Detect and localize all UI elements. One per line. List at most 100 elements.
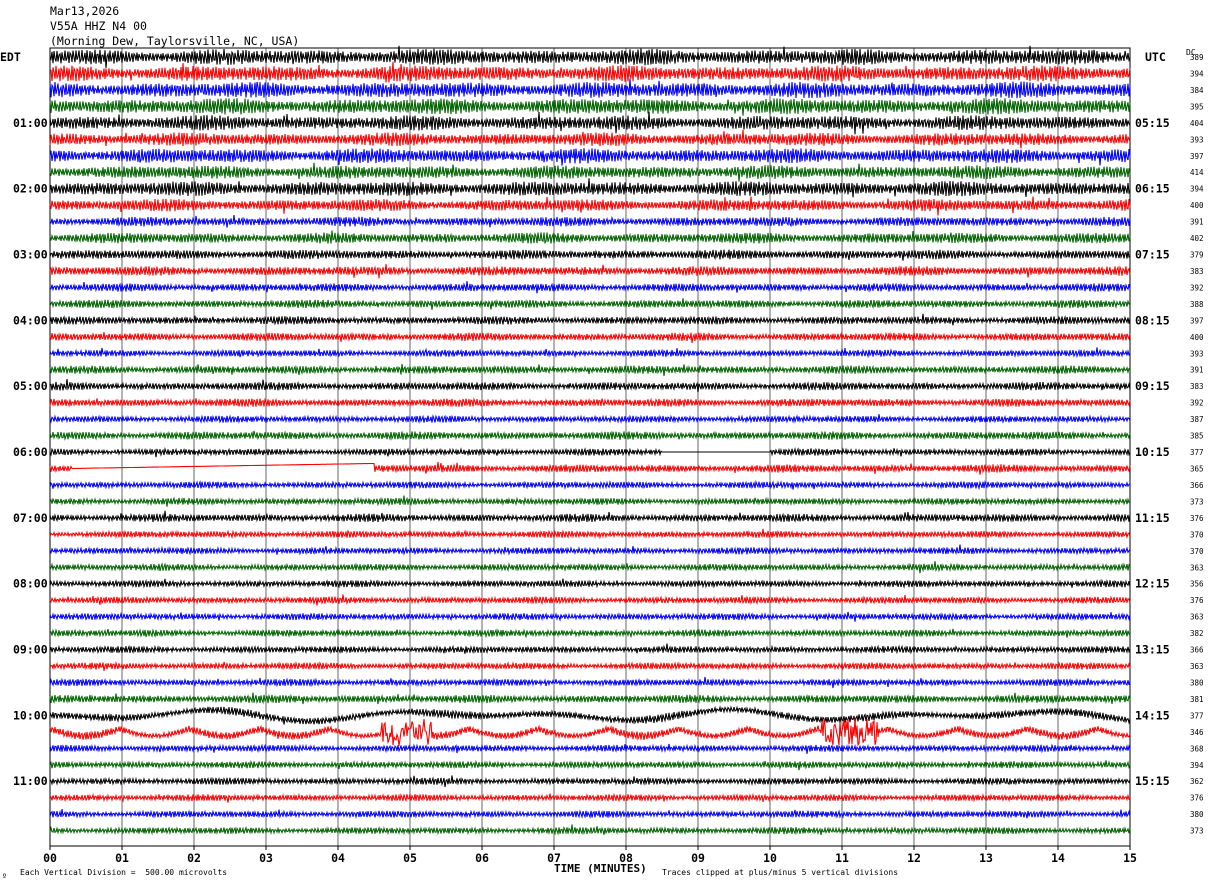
- right-time-label: 11:15: [1135, 511, 1170, 525]
- footer-clip-note: Traces clipped at plus/minus 5 vertical …: [662, 868, 899, 877]
- x-tick-label: 13: [979, 851, 993, 865]
- seismic-trace: [49, 331, 1131, 343]
- seismic-trace: [49, 178, 1131, 198]
- x-tick-label: 06: [475, 851, 489, 865]
- right-time-label: 09:15: [1135, 379, 1170, 393]
- x-tick-label: 12: [907, 851, 921, 865]
- seismic-trace: [49, 148, 1131, 166]
- seismic-trace: [49, 528, 1131, 540]
- dc-offset-label: 392: [1190, 283, 1204, 292]
- left-time-label: 11:00: [13, 774, 48, 788]
- dc-offset-label: 370: [1190, 530, 1204, 539]
- dc-offset-label: 373: [1190, 497, 1204, 506]
- dc-offset-label: 394: [1190, 761, 1204, 770]
- dc-offset-label: 381: [1190, 695, 1204, 704]
- plot-frame: [49, 47, 1131, 847]
- seismic-trace: [49, 692, 1131, 705]
- seismic-trace: [49, 363, 1131, 376]
- seismic-trace: [49, 510, 1131, 523]
- seismic-trace: [49, 45, 1131, 69]
- dc-offset-label: 384: [1190, 86, 1204, 95]
- dc-offset-label: 391: [1190, 218, 1204, 227]
- right-timezone-label: UTC: [1145, 50, 1166, 64]
- dc-offset-label: 363: [1190, 613, 1204, 622]
- station-channel: V55A HHZ N4 00: [50, 19, 147, 33]
- dc-offset-label: 385: [1190, 432, 1204, 441]
- seismic-trace: [49, 759, 1131, 771]
- left-time-label: 01:00: [13, 116, 48, 130]
- dc-offset-label: 380: [1190, 679, 1204, 688]
- left-time-label: 03:00: [13, 248, 48, 262]
- seismic-trace: [49, 611, 1131, 622]
- left-time-label: 02:00: [13, 182, 48, 196]
- left-time-label: 09:00: [13, 643, 48, 657]
- x-tick-label: 07: [547, 851, 561, 865]
- dc-offset-label: 394: [1190, 185, 1204, 194]
- seismic-trace: [49, 717, 1131, 747]
- seismic-trace: [49, 809, 1131, 820]
- dc-offset-label: 366: [1190, 481, 1204, 490]
- dc-offset-label: 414: [1190, 168, 1204, 177]
- dc-offset-label: 379: [1190, 251, 1204, 260]
- dc-offset-label: 376: [1190, 514, 1204, 523]
- seismic-trace: [49, 824, 1131, 836]
- dc-offset-label: 397: [1190, 152, 1204, 161]
- seismic-trace: [49, 397, 1131, 408]
- left-time-label: 06:00: [13, 445, 48, 459]
- x-tick-label: 15: [1123, 851, 1137, 865]
- right-time-label: 12:15: [1135, 577, 1170, 591]
- dc-offset-label: 363: [1190, 662, 1204, 671]
- dc-offset-label: 397: [1190, 316, 1204, 325]
- dc-offset-label: 373: [1190, 827, 1204, 836]
- dc-offset-label: 362: [1190, 777, 1204, 786]
- x-tick-label: 00: [43, 851, 57, 865]
- left-time-label: 07:00: [13, 511, 48, 525]
- dc-offset-label: 376: [1190, 596, 1204, 605]
- seismic-trace: [49, 705, 1131, 725]
- seismic-trace: [49, 643, 1131, 655]
- seismic-trace: [49, 347, 1131, 359]
- right-time-label: 15:15: [1135, 774, 1170, 788]
- seismic-trace: [49, 264, 1131, 279]
- x-tick-label: 11: [835, 851, 849, 865]
- dc-offset-label: 395: [1190, 102, 1204, 111]
- seismic-trace: [49, 162, 1131, 182]
- seismic-trace: [49, 430, 1131, 442]
- seismic-trace: [49, 230, 1131, 245]
- right-time-label: 14:15: [1135, 708, 1170, 722]
- seismic-trace: [49, 775, 1131, 788]
- dc-offset-label: 393: [1190, 349, 1204, 358]
- seismic-trace: [49, 743, 1131, 754]
- seismic-trace: [49, 215, 1131, 228]
- x-tick-label: 10: [763, 851, 777, 865]
- dc-offset-label: 377: [1190, 711, 1204, 720]
- dc-offset-label: 402: [1190, 234, 1204, 243]
- seismic-trace: [49, 298, 1131, 310]
- x-tick-label: 03: [259, 851, 273, 865]
- dc-offset-label: 376: [1190, 794, 1204, 803]
- seismic-trace: [49, 78, 1131, 99]
- dc-offset-label: 400: [1190, 333, 1204, 342]
- dc-offset-label: 383: [1190, 382, 1204, 391]
- dc-offset-label: 391: [1190, 366, 1204, 375]
- right-time-label: 05:15: [1135, 116, 1170, 130]
- seismic-trace: [49, 578, 1131, 589]
- x-tick-label: 05: [403, 851, 417, 865]
- dc-offset-label: 366: [1190, 646, 1204, 655]
- dc-offset-label: 365: [1190, 465, 1204, 474]
- left-timezone-label: EDT: [0, 50, 21, 64]
- dc-offset-label: 393: [1190, 135, 1204, 144]
- dc-offset-label: 394: [1190, 70, 1204, 79]
- station-date: Mar13,2026: [50, 4, 120, 18]
- dc-offset-label: 400: [1190, 201, 1204, 210]
- dc-offset-label: 382: [1190, 629, 1204, 638]
- seismic-trace: [49, 61, 1131, 83]
- seismic-trace: [49, 414, 1131, 424]
- dc-offset-label: 368: [1190, 744, 1204, 753]
- left-time-label: 08:00: [13, 577, 48, 591]
- seismic-trace: [49, 446, 1131, 458]
- seismic-trace: [49, 661, 1131, 671]
- dc-header-label: DC: [1186, 48, 1196, 57]
- right-time-label: 08:15: [1135, 313, 1170, 327]
- left-time-label: 04:00: [13, 313, 48, 327]
